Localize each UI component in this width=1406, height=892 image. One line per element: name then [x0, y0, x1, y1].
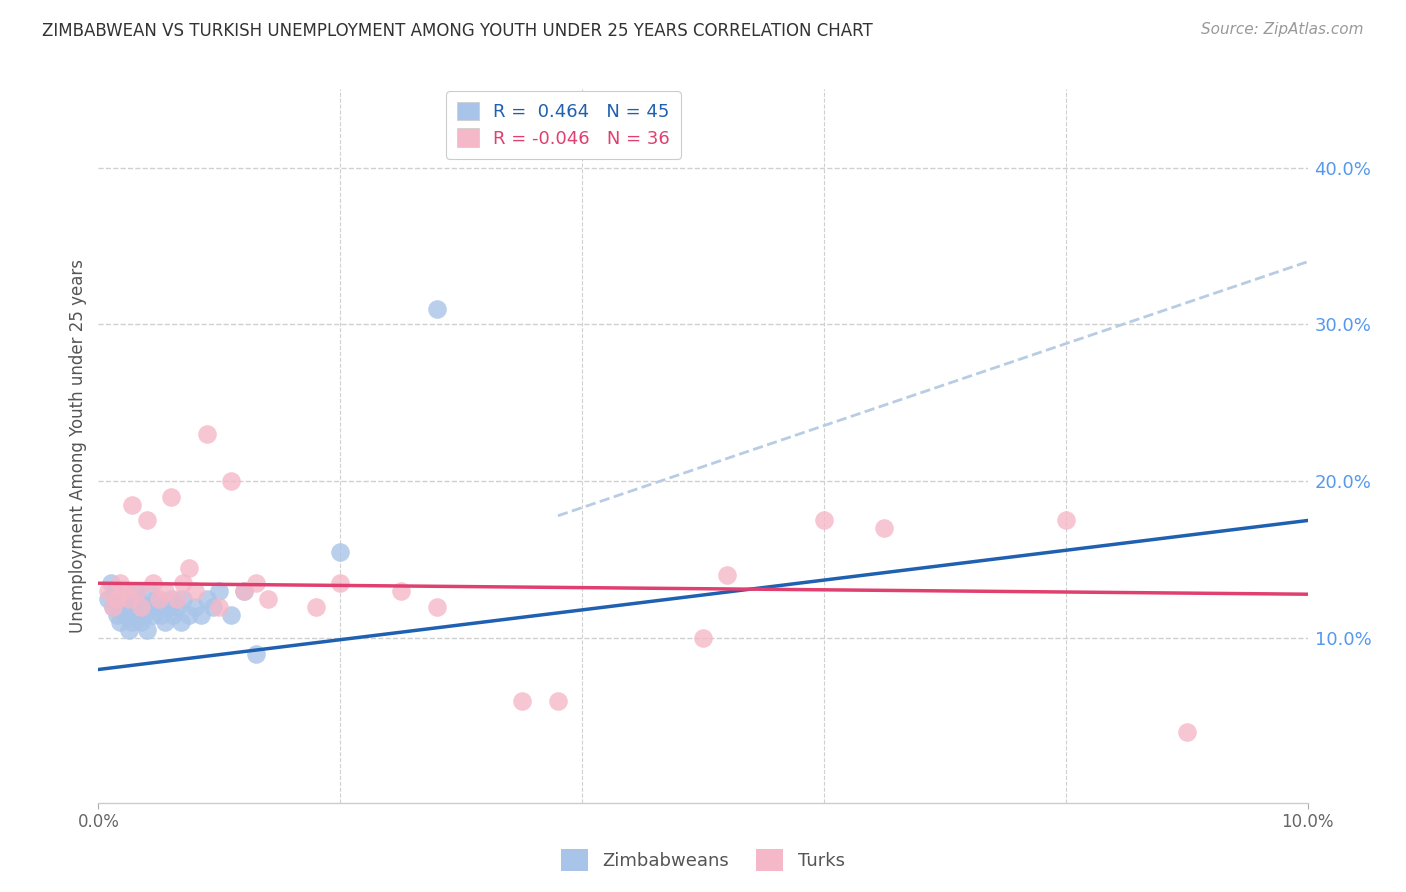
Point	[221, 607, 243, 622]
Point	[150, 607, 173, 622]
Point	[107, 591, 129, 606]
Point	[184, 584, 207, 599]
Point	[135, 514, 157, 528]
Point	[1175, 725, 1198, 739]
Point	[129, 599, 152, 614]
Point	[124, 584, 146, 599]
Legend: R =  0.464   N = 45, R = -0.046   N = 36: R = 0.464 N = 45, R = -0.046 N = 36	[446, 91, 681, 159]
Point	[145, 591, 167, 606]
Point	[153, 615, 176, 630]
Point	[873, 521, 896, 535]
Point	[114, 607, 136, 622]
Text: ZIMBABWEAN VS TURKISH UNEMPLOYMENT AMONG YOUTH UNDER 25 YEARS CORRELATION CHART: ZIMBABWEAN VS TURKISH UNEMPLOYMENT AMONG…	[42, 22, 873, 40]
Point	[179, 607, 201, 622]
Point	[179, 560, 201, 574]
Point	[190, 607, 212, 622]
Point	[134, 607, 156, 622]
Point	[716, 568, 738, 582]
Point	[127, 584, 149, 599]
Point	[221, 475, 243, 489]
Point	[208, 599, 231, 614]
Point	[157, 599, 180, 614]
Point	[256, 591, 278, 606]
Point	[547, 694, 569, 708]
Point	[166, 591, 188, 606]
Point	[195, 427, 218, 442]
Point	[329, 576, 352, 591]
Point	[148, 599, 170, 614]
Point	[129, 599, 152, 614]
Point	[118, 624, 141, 638]
Point	[101, 599, 124, 614]
Point	[148, 591, 170, 606]
Point	[97, 584, 120, 599]
Y-axis label: Unemployment Among Youth under 25 years: Unemployment Among Youth under 25 years	[69, 259, 87, 633]
Point	[129, 615, 152, 630]
Point	[138, 584, 160, 599]
Point	[426, 301, 449, 316]
Point	[138, 599, 160, 614]
Point	[127, 591, 149, 606]
Point	[153, 584, 176, 599]
Point	[121, 615, 143, 630]
Point	[172, 576, 194, 591]
Point	[104, 584, 127, 599]
Point	[169, 615, 191, 630]
Point	[100, 576, 122, 591]
Text: Source: ZipAtlas.com: Source: ZipAtlas.com	[1201, 22, 1364, 37]
Point	[162, 607, 184, 622]
Point	[692, 631, 714, 645]
Point	[160, 591, 183, 606]
Point	[114, 591, 136, 606]
Point	[118, 607, 141, 622]
Point	[813, 514, 835, 528]
Point	[127, 607, 149, 622]
Point	[97, 591, 120, 606]
Point	[510, 694, 533, 708]
Point	[208, 584, 231, 599]
Point	[111, 584, 134, 599]
Point	[305, 599, 328, 614]
Point	[101, 599, 124, 614]
Point	[166, 599, 188, 614]
Point	[329, 545, 352, 559]
Point	[1054, 514, 1077, 528]
Point	[184, 599, 207, 614]
Point	[426, 599, 449, 614]
Point	[202, 599, 225, 614]
Point	[124, 599, 146, 614]
Point	[245, 647, 267, 661]
Point	[160, 490, 183, 504]
Point	[118, 591, 141, 606]
Point	[105, 591, 128, 606]
Point	[142, 607, 165, 622]
Point	[195, 591, 218, 606]
Point	[232, 584, 254, 599]
Point	[245, 576, 267, 591]
Point	[108, 615, 131, 630]
Legend: Zimbabweans, Turks: Zimbabweans, Turks	[554, 842, 852, 879]
Point	[105, 607, 128, 622]
Point	[111, 599, 134, 614]
Point	[172, 591, 194, 606]
Point	[121, 498, 143, 512]
Point	[389, 584, 412, 599]
Point	[232, 584, 254, 599]
Point	[142, 576, 165, 591]
Point	[135, 624, 157, 638]
Point	[108, 576, 131, 591]
